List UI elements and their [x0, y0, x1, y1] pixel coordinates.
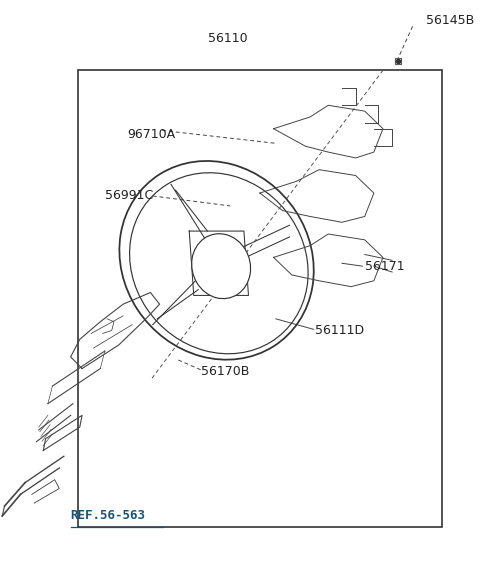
- Ellipse shape: [192, 234, 251, 298]
- Text: 56170B: 56170B: [201, 365, 249, 378]
- Text: 56991C: 56991C: [105, 190, 153, 202]
- Text: 56171: 56171: [365, 260, 404, 273]
- Text: 56145B: 56145B: [426, 14, 475, 27]
- Bar: [77, 70, 442, 526]
- Text: REF.56-563: REF.56-563: [71, 510, 145, 522]
- Text: 96710A: 96710A: [128, 128, 176, 141]
- Text: 56111D: 56111D: [314, 324, 364, 337]
- Text: 56110: 56110: [208, 32, 248, 44]
